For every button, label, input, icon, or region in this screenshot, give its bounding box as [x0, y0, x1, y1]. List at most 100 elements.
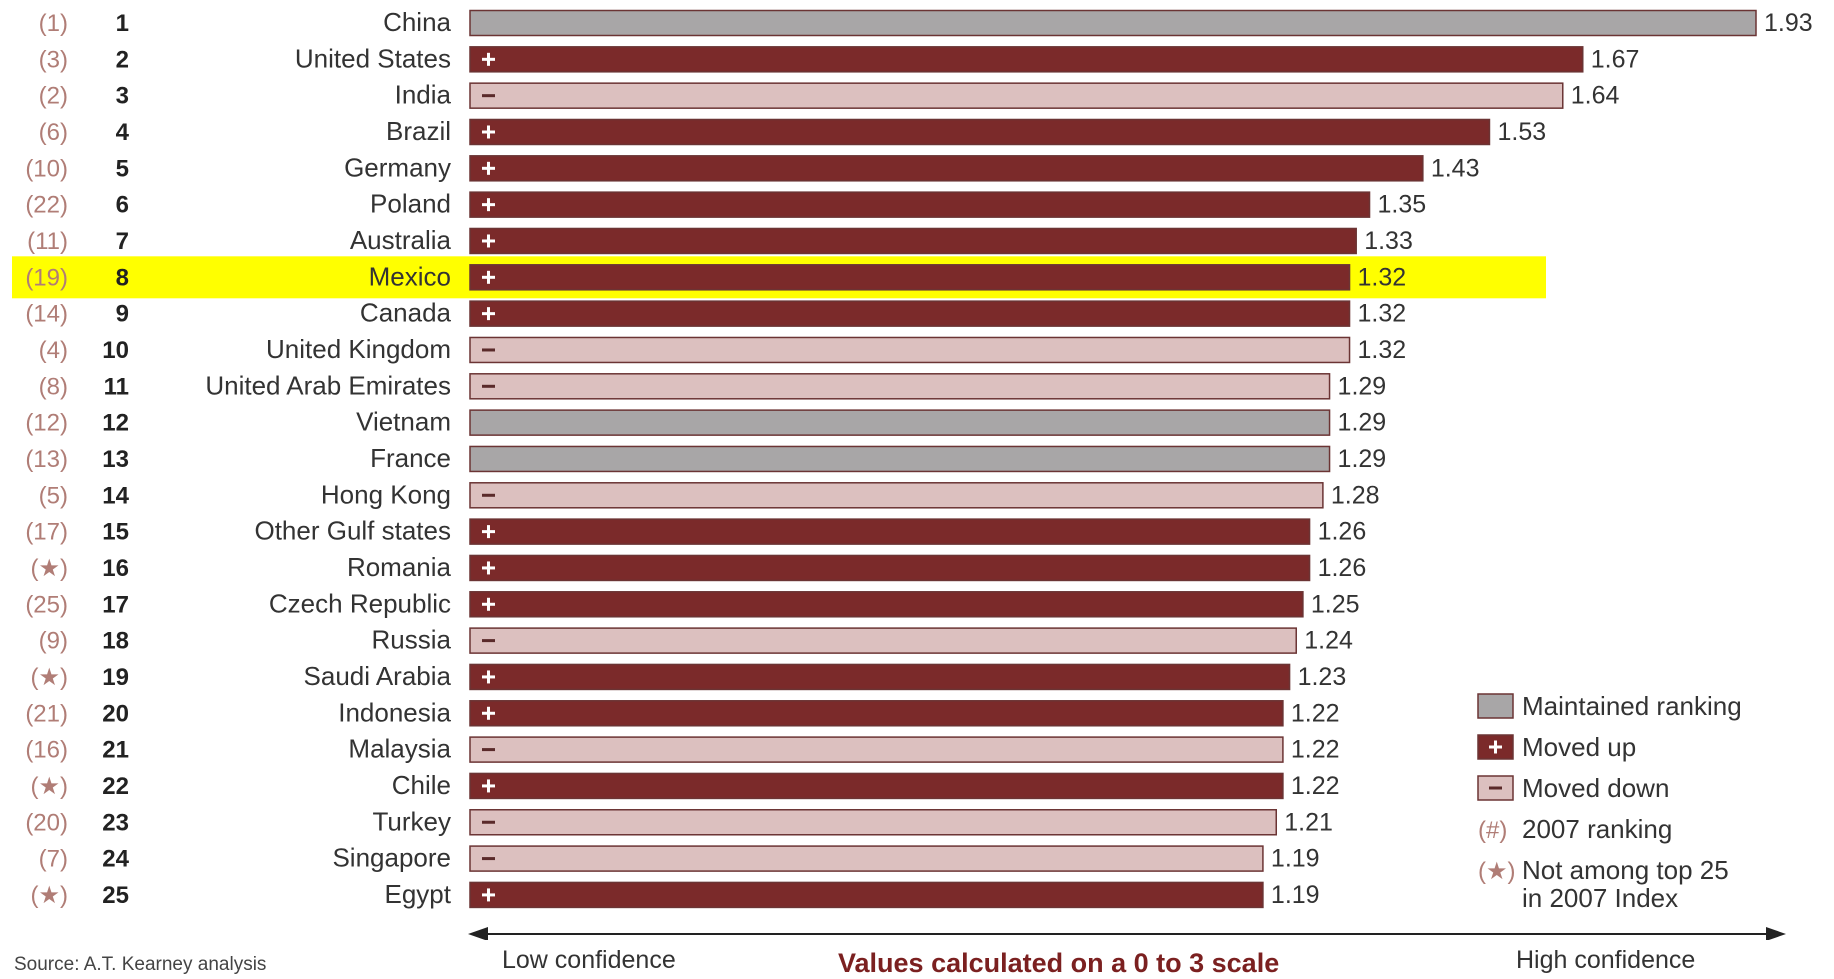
legend-symbol: (★): [1478, 858, 1516, 885]
bar: [469, 627, 1297, 654]
rank-label: 20: [102, 700, 129, 727]
plus-icon: [487, 198, 490, 212]
bar: [469, 736, 1284, 763]
bar: [469, 336, 1351, 364]
plus-icon: [487, 52, 490, 66]
prev-rank-label: (7): [39, 846, 68, 873]
rank-label: 3: [116, 83, 129, 110]
prev-rank-label: (★): [31, 773, 69, 800]
country-label: Chile: [392, 770, 451, 800]
bar: [469, 373, 1331, 400]
country-label: Germany: [344, 152, 451, 182]
plus-icon: [487, 525, 490, 539]
bar: [469, 700, 1284, 727]
bar: [469, 591, 1304, 618]
prev-rank-label: (8): [39, 373, 68, 400]
bar: [469, 191, 1371, 218]
bar: [469, 482, 1324, 509]
country-label: United States: [295, 43, 451, 73]
bar: [469, 118, 1491, 146]
value-label: 1.32: [1358, 300, 1407, 328]
bar: [469, 445, 1331, 473]
prev-rank-label: (★): [31, 664, 69, 691]
country-label: Hong Kong: [321, 479, 451, 509]
prev-rank-label: (20): [25, 809, 68, 836]
prev-rank-label: (9): [39, 628, 68, 655]
bar: [469, 9, 1757, 37]
bar: [469, 554, 1311, 582]
country-label: Canada: [360, 298, 452, 328]
country-label: Egypt: [385, 879, 452, 909]
legend-swatch-maintained: [1477, 693, 1514, 719]
country-label: Brazil: [386, 116, 451, 146]
legend-label: Not among top 25: [1522, 855, 1729, 885]
arrow-left-icon: [468, 927, 488, 940]
low-confidence-label: Low confidence: [502, 946, 676, 974]
rank-label: 25: [102, 882, 129, 909]
plus-icon: [487, 779, 490, 793]
country-label: France: [370, 443, 451, 473]
prev-rank-label: (2): [39, 83, 68, 110]
value-label: 1.93: [1764, 9, 1813, 37]
value-label: 1.28: [1331, 481, 1380, 509]
rank-label: 16: [102, 555, 129, 582]
plus-icon: [487, 888, 490, 902]
value-label: 1.43: [1431, 154, 1480, 182]
country-label: China: [383, 7, 451, 37]
value-label: 1.25: [1311, 590, 1360, 618]
rank-label: 21: [102, 737, 129, 764]
minus-icon: [482, 748, 495, 752]
high-confidence-label: High confidence: [1516, 946, 1696, 974]
rank-label: 18: [102, 628, 129, 655]
rank-label: 19: [102, 664, 129, 691]
country-label: Poland: [370, 189, 451, 219]
rank-label: 6: [116, 192, 129, 219]
minus-icon: [482, 857, 495, 861]
rank-label: 2: [116, 46, 129, 73]
rank-label: 15: [102, 519, 129, 546]
rank-label: 17: [102, 591, 129, 618]
country-label: Mexico: [369, 261, 451, 291]
chart: (1) 1 China 1.93 (3) 2 United States 1.67 (2) 3 In…: [12, 7, 1813, 940]
country-label: Russia: [372, 625, 452, 655]
arrow-right-icon: [1766, 927, 1786, 940]
minus-icon: [482, 493, 495, 497]
rank-label: 8: [116, 264, 129, 291]
prev-rank-label: (4): [39, 337, 68, 364]
country-label: Indonesia: [338, 697, 451, 727]
value-label: 1.35: [1378, 191, 1427, 219]
prev-rank-label: (5): [39, 482, 68, 509]
minus-icon: [1489, 786, 1502, 790]
bar: [469, 300, 1351, 327]
value-label: 1.22: [1291, 772, 1340, 800]
country-label: Romania: [347, 552, 452, 582]
minus-icon: [482, 820, 495, 824]
value-label: 1.29: [1338, 445, 1387, 473]
scale-note: Values calculated on a 0 to 3 scale: [838, 948, 1280, 978]
prev-rank-label: (3): [39, 46, 68, 73]
minus-icon: [482, 348, 495, 352]
minus-icon: [482, 94, 495, 98]
bar: [469, 663, 1291, 691]
plus-icon: [487, 270, 490, 284]
prev-rank-label: (6): [39, 119, 68, 146]
legend-label: 2007 ranking: [1522, 814, 1672, 844]
prev-rank-label: (16): [25, 737, 68, 764]
plus-icon: [487, 670, 490, 684]
value-label: 1.29: [1338, 409, 1387, 437]
rank-label: 12: [102, 410, 129, 437]
value-label: 1.32: [1358, 336, 1407, 364]
prev-rank-label: (17): [25, 519, 68, 546]
value-label: 1.26: [1318, 518, 1367, 546]
value-label: 1.21: [1284, 808, 1333, 836]
plus-icon: [487, 307, 490, 321]
rank-label: 23: [102, 809, 129, 836]
value-label: 1.22: [1291, 699, 1340, 727]
prev-rank-label: (10): [25, 155, 68, 182]
country-label: Saudi Arabia: [304, 661, 452, 691]
rank-label: 5: [116, 155, 129, 182]
rank-label: 13: [102, 446, 129, 473]
prev-rank-label: (★): [31, 882, 69, 909]
plus-icon: [487, 234, 490, 248]
value-label: 1.22: [1291, 736, 1340, 764]
